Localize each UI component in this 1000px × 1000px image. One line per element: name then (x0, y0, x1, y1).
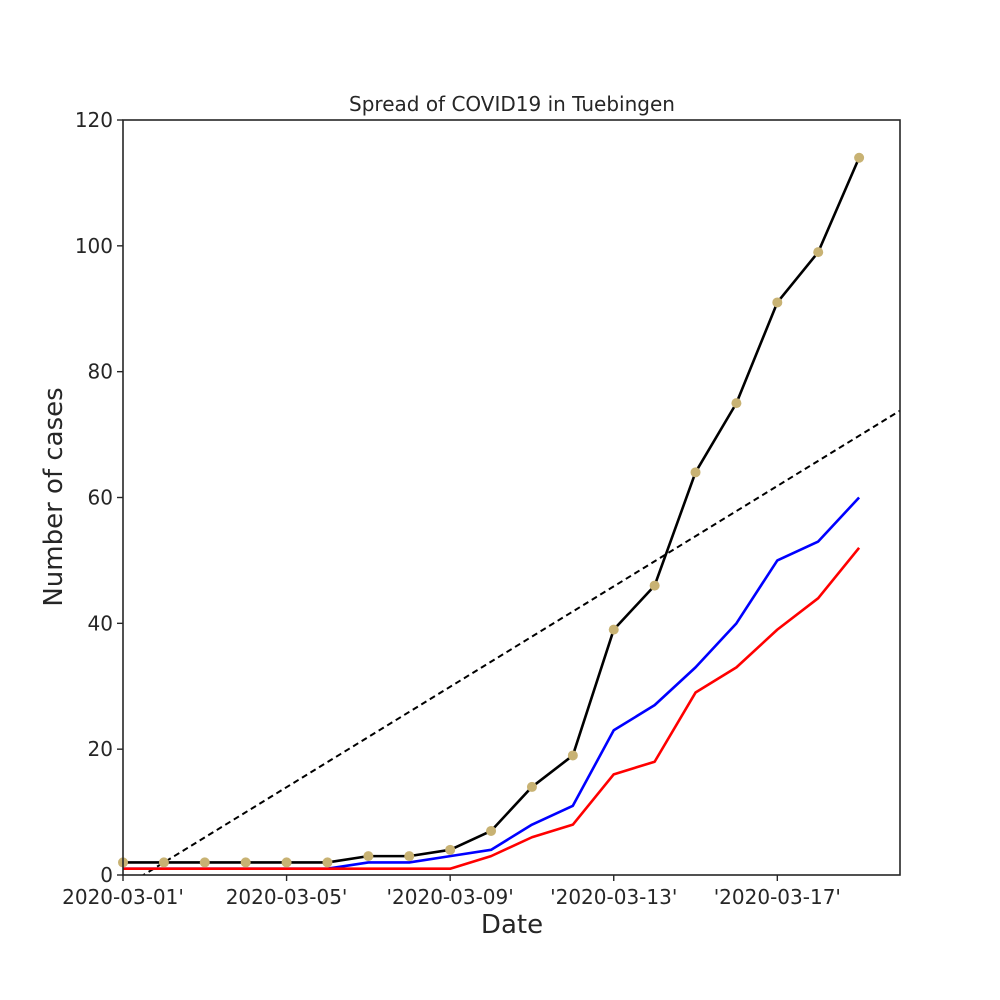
y-tick-label: 120 (75, 108, 113, 132)
data-point-marker (445, 844, 456, 855)
y-tick-label: 20 (88, 737, 113, 761)
y-tick-label: 100 (75, 234, 113, 258)
y-tick-label: 0 (100, 863, 113, 887)
data-point-marker (567, 750, 578, 761)
data-point-marker (854, 152, 865, 163)
series-blue-line (123, 496, 861, 871)
chart-title: Spread of COVID19 in Tuebingen (349, 92, 675, 116)
series-black-line (123, 157, 861, 864)
data-point-marker (813, 247, 824, 258)
axes-frame (122, 119, 901, 876)
x-axis-label: Date (481, 910, 543, 940)
trend-line (141, 409, 900, 875)
data-point-marker (731, 398, 742, 409)
data-point-marker (363, 851, 374, 862)
x-tick-label: '2020-03-09' (387, 885, 514, 909)
axes: 0 20 40 60 80 100 120 2020-03-01' 2020-03-05' '20… (62, 108, 901, 909)
y-axis-label: Number of cases (39, 387, 69, 606)
x-tick-label: 2020-03-05' (226, 885, 348, 909)
data-point-marker (526, 781, 537, 792)
y-tick-label: 80 (88, 360, 113, 384)
data-point-marker (404, 851, 415, 862)
data-point-marker (199, 857, 210, 868)
y-tick-label: 60 (88, 486, 113, 510)
x-tick-label: '2020-03-13' (550, 885, 677, 909)
data-point-marker (486, 825, 497, 836)
x-tick-label: '2020-03-17' (714, 885, 841, 909)
data-point-marker (690, 467, 701, 478)
y-tick-label: 40 (88, 611, 113, 635)
data-point-marker (649, 580, 660, 591)
plot-area (118, 152, 900, 875)
data-point-marker (772, 297, 783, 308)
data-point-marker (281, 857, 292, 868)
data-point-marker (322, 857, 333, 868)
data-point-marker (240, 857, 251, 868)
series-red-line (123, 547, 861, 871)
data-point-marker (158, 857, 169, 868)
x-tick-label: 2020-03-01' (62, 885, 184, 909)
data-point-marker (608, 624, 619, 635)
